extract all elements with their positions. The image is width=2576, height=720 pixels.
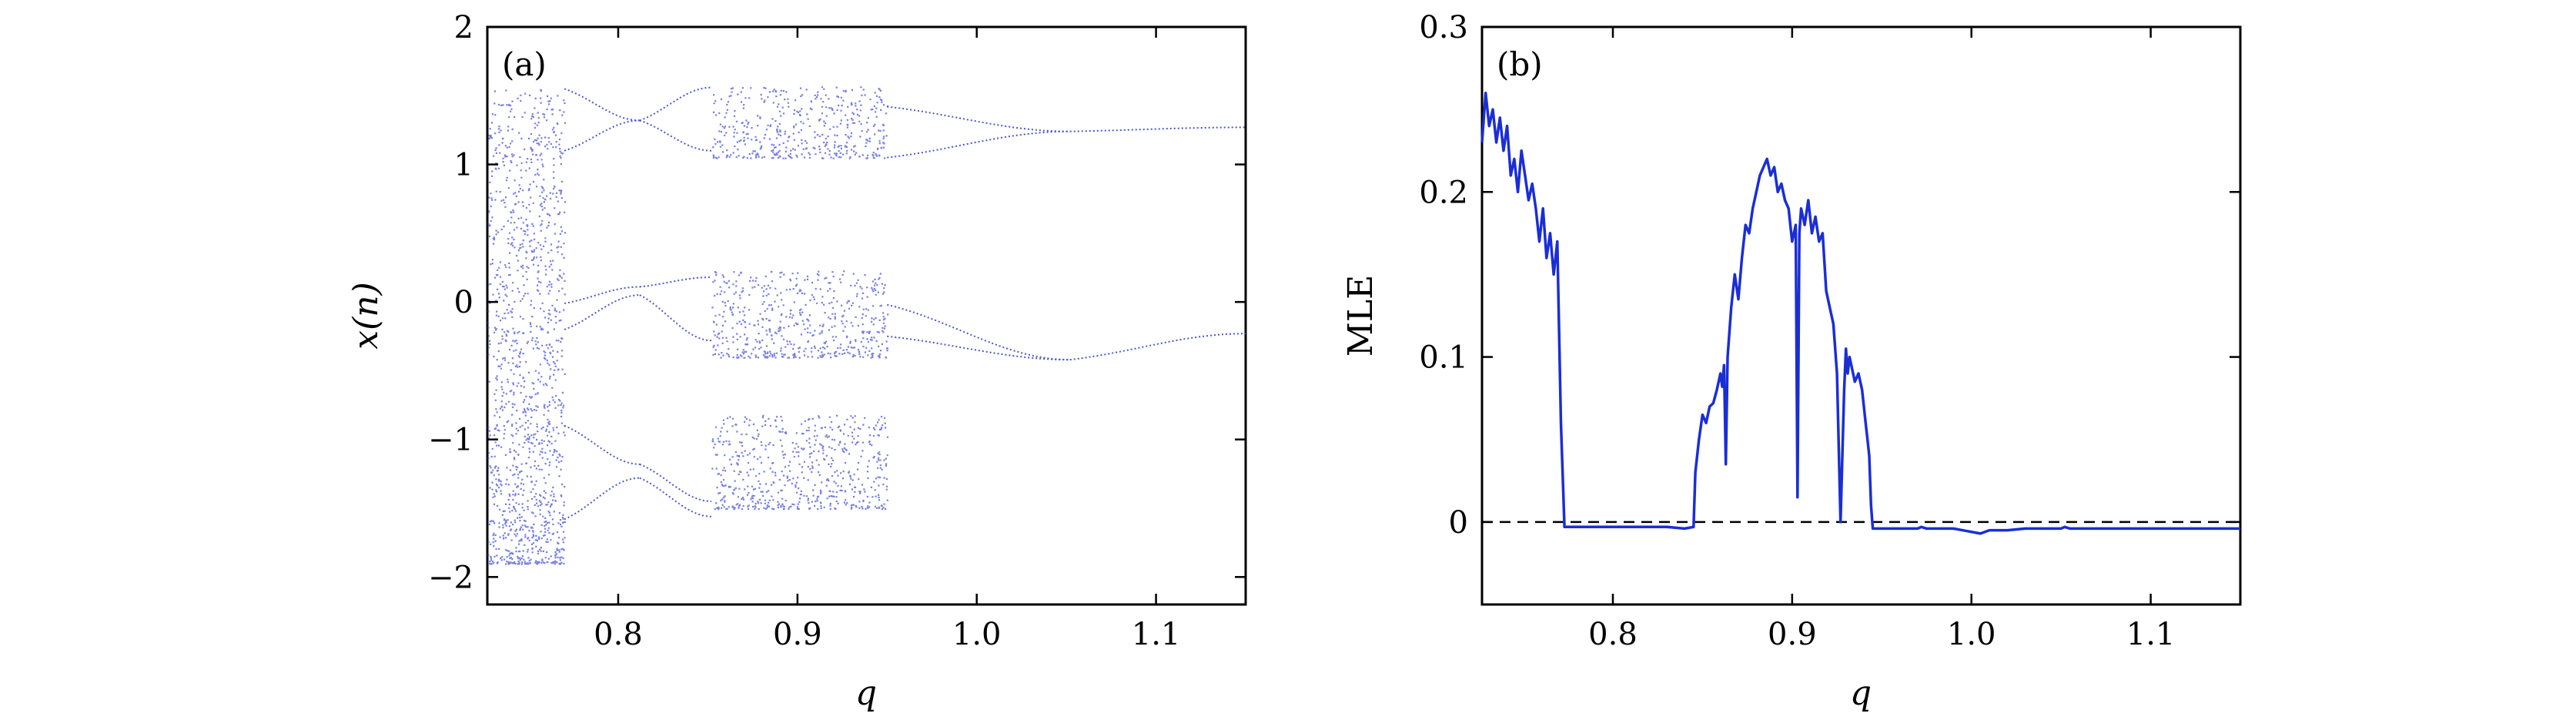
- y-tick-label: −1: [428, 423, 473, 458]
- chaotic-band: [712, 86, 889, 159]
- periodic-branch: [887, 303, 1070, 361]
- mle-panel: 0.8 0.9 1.0 1.1 0 0.1 0.2 0.3 (b) q MLE: [1341, 10, 2242, 713]
- x-tick-label: 1.1: [1132, 617, 1181, 652]
- y-axis-label-a: x(n): [346, 282, 386, 349]
- y-tick-label: 2: [454, 10, 473, 45]
- periodic-branch: [639, 294, 712, 342]
- periodic-branch: [564, 424, 640, 465]
- periodic-branch: [639, 119, 712, 152]
- mle-series-line: [1480, 91, 2240, 535]
- periodic-branch: [639, 477, 712, 517]
- periodic-branch: [564, 286, 640, 304]
- x-axis-label-a: q: [855, 674, 877, 713]
- x-tick-label: 0.9: [773, 617, 822, 652]
- periodic-branch: [887, 105, 1070, 132]
- periodic-branch: [564, 88, 640, 122]
- y-axis-label-b: MLE: [1341, 275, 1380, 357]
- panel-label-a: (a): [502, 45, 547, 83]
- periodic-branch: [1069, 126, 1246, 132]
- y-tick-label: 0.1: [1419, 340, 1468, 376]
- y-tick-label: −2: [428, 560, 473, 595]
- x-ticks-b: 0.8 0.9 1.0 1.1: [1588, 27, 2175, 652]
- y-tick-label: 0: [454, 285, 473, 320]
- bifurcation-panel: 0.8 0.9 1.0 1.1 −2 −1 0 1 2 (a) q x(n): [346, 10, 1247, 713]
- periodic-branch: [564, 294, 640, 330]
- y-ticks-a: −2 −1 0 1 2: [428, 10, 1246, 595]
- y-ticks-b: 0 0.1 0.2 0.3: [1419, 10, 2240, 541]
- plot-frame-a: [486, 25, 1247, 606]
- y-tick-label: 0: [1449, 505, 1468, 541]
- x-tick-label: 0.9: [1768, 617, 1817, 652]
- bifurcation-points: [487, 86, 1246, 565]
- periodic-branch: [887, 130, 1070, 159]
- plot-frame-b: [1480, 25, 2242, 606]
- periodic-branch: [639, 276, 712, 288]
- periodic-branch: [564, 477, 640, 521]
- x-tick-label: 0.8: [1588, 617, 1638, 652]
- x-tick-label: 1.0: [1947, 617, 1996, 652]
- periodic-branch: [564, 119, 640, 152]
- panel-label-b: (b): [1497, 45, 1543, 83]
- chaotic-band: [487, 89, 567, 565]
- chaotic-band: [711, 414, 889, 511]
- x-ticks-a: 0.8 0.9 1.0 1.1: [594, 27, 1180, 652]
- periodic-branch: [639, 463, 712, 503]
- y-tick-label: 0.2: [1419, 175, 1468, 210]
- periodic-branch: [639, 86, 712, 122]
- chaotic-band: [711, 270, 889, 359]
- periodic-branch: [887, 335, 1070, 361]
- x-tick-label: 0.8: [594, 617, 643, 652]
- y-tick-label: 1: [454, 148, 473, 183]
- x-tick-label: 1.0: [952, 617, 1002, 652]
- y-tick-label: 0.3: [1419, 10, 1468, 45]
- periodic-branch: [1069, 333, 1246, 361]
- x-tick-label: 1.1: [2126, 617, 2176, 652]
- x-axis-label-b: q: [1850, 674, 1872, 713]
